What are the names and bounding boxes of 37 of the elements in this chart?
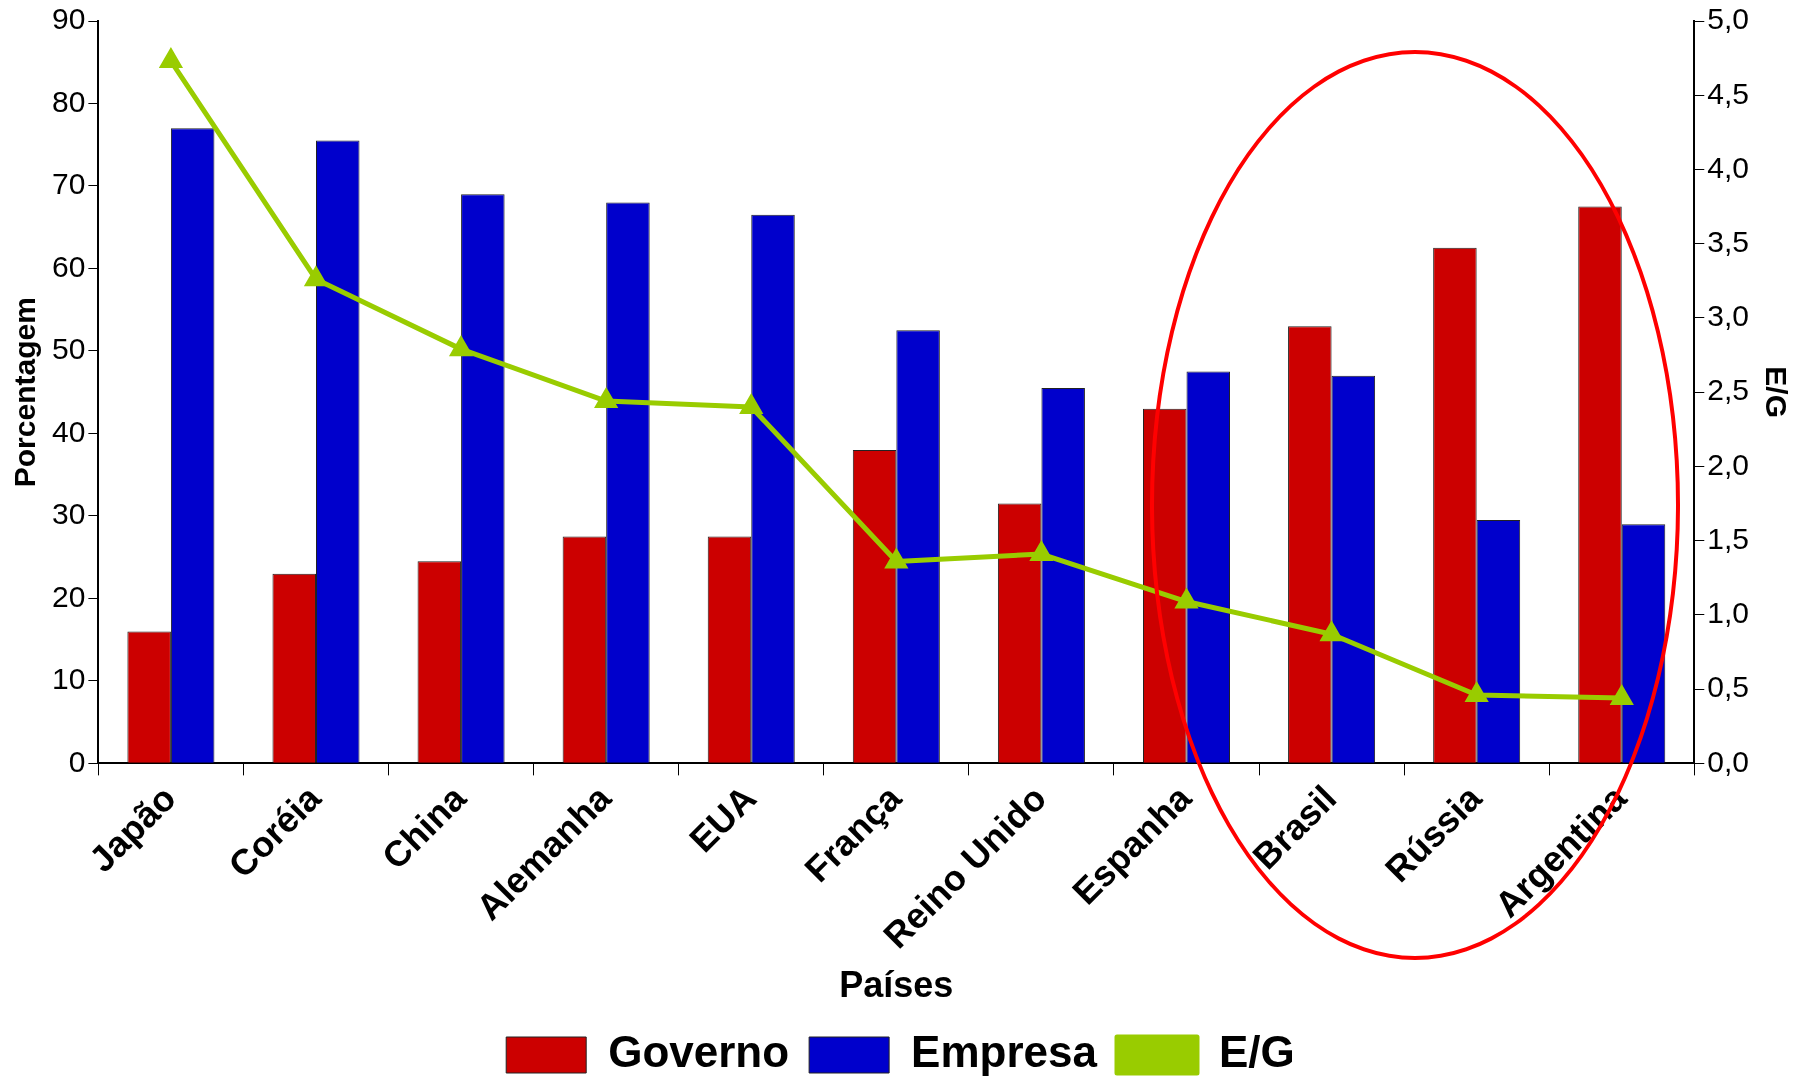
y2-tick-label: 3,0 bbox=[1707, 299, 1750, 333]
y-tick-label: 90 bbox=[51, 2, 86, 36]
y-tick-label: 20 bbox=[51, 579, 86, 613]
point bbox=[1464, 681, 1489, 703]
point bbox=[1029, 540, 1054, 562]
y2-tick-label: 2,0 bbox=[1707, 447, 1750, 481]
point bbox=[739, 393, 764, 415]
point bbox=[159, 47, 183, 69]
y-tick-label: 10 bbox=[51, 662, 86, 696]
point bbox=[304, 265, 327, 287]
point bbox=[1609, 684, 1634, 706]
y-tick-label: 30 bbox=[51, 497, 86, 531]
legend-label: E/G bbox=[1219, 1027, 1295, 1077]
point bbox=[449, 335, 473, 357]
y2-tick-label: 1,5 bbox=[1707, 521, 1750, 555]
y2-tick-label: 3,5 bbox=[1707, 224, 1750, 258]
y-tick-label: 40 bbox=[51, 414, 86, 448]
x-axis-title: Países bbox=[839, 964, 954, 1006]
y2-tick-label: 0,5 bbox=[1707, 670, 1750, 704]
point bbox=[1319, 620, 1343, 642]
y2-tick-label: 4,5 bbox=[1707, 76, 1750, 110]
y-tick-label: 80 bbox=[51, 84, 86, 118]
y-tick-label: 70 bbox=[51, 167, 86, 201]
y2-tick-label: 0,0 bbox=[1707, 744, 1750, 778]
legend-label: Governo bbox=[608, 1027, 790, 1077]
y-tick-label: 50 bbox=[51, 332, 86, 366]
y-axis-title: Porcentagem bbox=[8, 297, 42, 488]
y2-tick-label: 1,0 bbox=[1707, 596, 1750, 630]
y2-tick-label: 2,5 bbox=[1707, 373, 1750, 407]
y2-tick-label: 4,0 bbox=[1707, 150, 1750, 184]
y2-axis-title: E/G bbox=[1759, 366, 1793, 419]
point bbox=[884, 547, 909, 569]
legend-label: Empresa bbox=[911, 1027, 1098, 1077]
y-tick-label: 0 bbox=[68, 744, 86, 778]
point bbox=[594, 387, 619, 409]
y-tick-label: 60 bbox=[51, 249, 86, 283]
y2-tick-label: 5,0 bbox=[1707, 2, 1750, 36]
